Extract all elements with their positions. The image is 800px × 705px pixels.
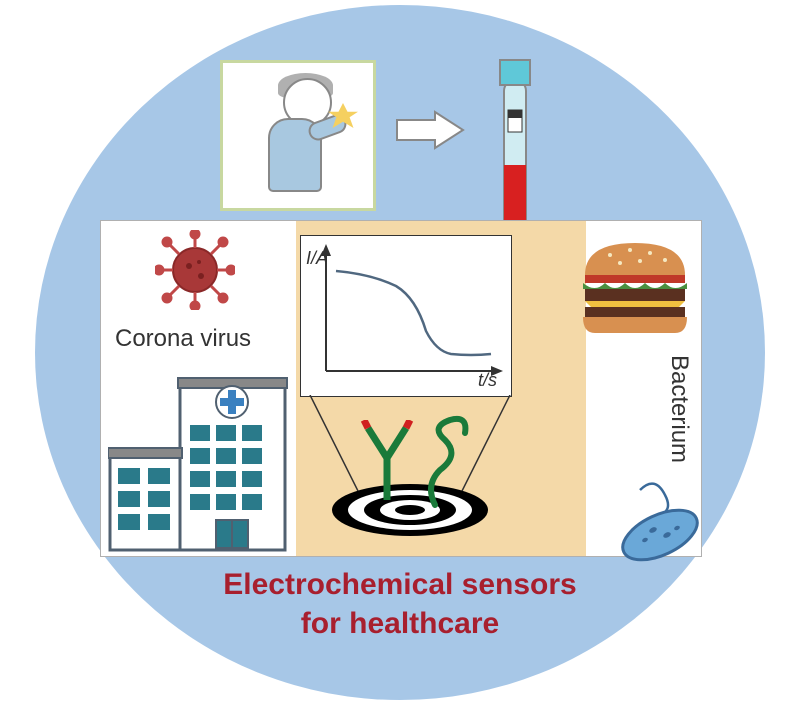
burger-icon	[575, 235, 695, 340]
bacterium-icon	[605, 480, 715, 570]
title-line-1: Electrochemical sensors	[223, 568, 577, 601]
chart-x-axis-label: t/s	[478, 370, 497, 391]
hospital-icon	[108, 360, 298, 555]
patient-framed-box	[220, 60, 376, 211]
coronavirus-icon	[155, 230, 235, 310]
bacterium-label: Bacterium	[665, 355, 693, 463]
title-line-2: for healthcare	[301, 607, 499, 640]
aptamer-icon	[410, 415, 480, 510]
infographic-title: Electrochemical sensors for healthcare	[0, 565, 800, 643]
antibody-icon	[360, 420, 415, 505]
corona-virus-label: Corona virus	[115, 325, 251, 353]
chart-y-axis-label: I/A	[306, 248, 328, 269]
arrow-icon	[395, 110, 465, 150]
